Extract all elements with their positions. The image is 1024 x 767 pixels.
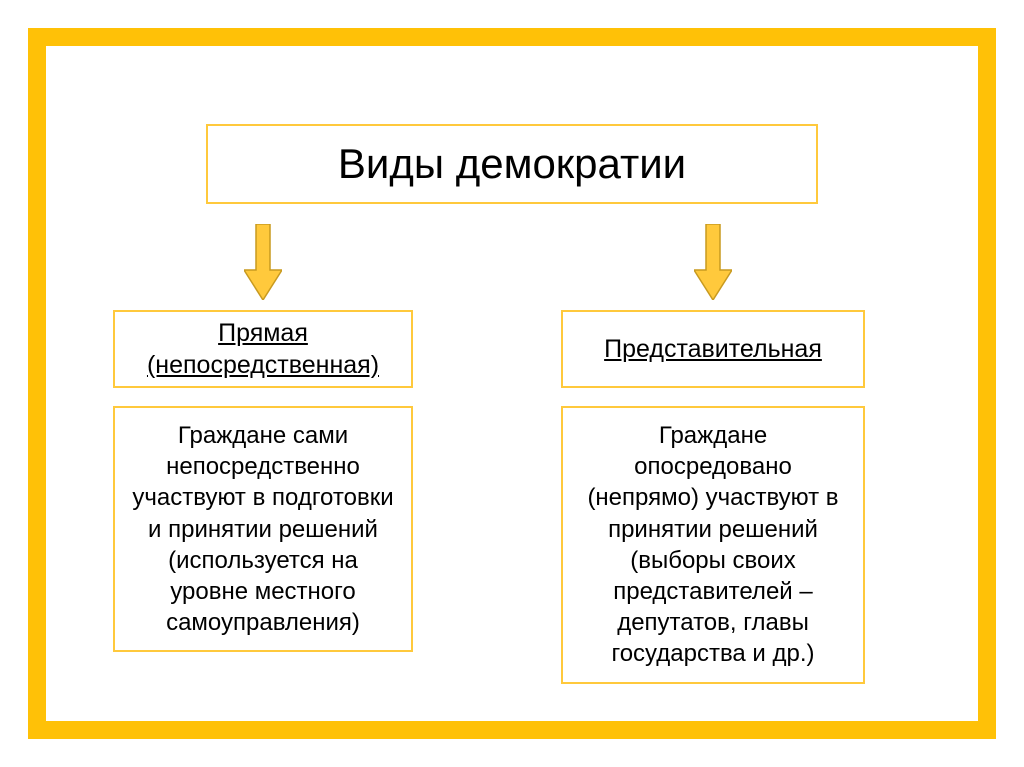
title-text: Виды демократии [228,140,796,188]
arrow-left-icon [244,224,282,300]
description-box-left: Граждане сами непосредственно участвуют … [113,406,413,652]
description-box-right: Граждане опосредовано (непрямо) участвую… [561,406,865,684]
subtitle-left-text: Прямая (непосредственная) [129,317,397,382]
title-box: Виды демократии [206,124,818,204]
outer-frame: Виды демократии Прямая (непосредственная… [28,28,996,739]
subtitle-box-right: Представительная [561,310,865,388]
subtitle-right-text: Представительная [604,333,822,366]
description-left-text: Граждане сами непосредственно участвуют … [129,420,397,638]
arrow-right-icon [694,224,732,300]
subtitle-box-left: Прямая (непосредственная) [113,310,413,388]
description-right-text: Граждане опосредовано (непрямо) участвую… [577,420,849,670]
diagram-content: Виды демократии Прямая (непосредственная… [46,46,978,721]
